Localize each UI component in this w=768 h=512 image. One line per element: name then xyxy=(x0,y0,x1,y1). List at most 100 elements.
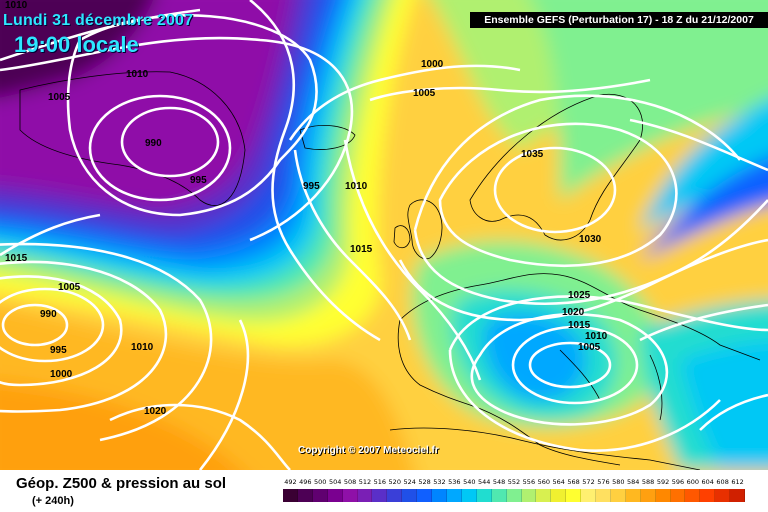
isobar-label: 1000 xyxy=(421,59,444,70)
isobar-1005-atl xyxy=(343,78,651,381)
legend-label: 600 xyxy=(686,478,700,486)
legend-swatch xyxy=(521,489,537,502)
isobar-label: 1020 xyxy=(144,406,167,417)
forecast-map: 1010 1005 990 995 1010 1000 1005 995 101… xyxy=(0,0,768,470)
isobar-1020-eu xyxy=(398,118,768,322)
forecast-date: Lundi 31 décembre 2007 xyxy=(3,12,194,29)
iceland-coast xyxy=(299,125,356,150)
isobar-995-greenland xyxy=(88,94,232,202)
legend-swatch xyxy=(297,489,313,502)
isobar-label: 1010 xyxy=(126,69,149,80)
legend-swatch xyxy=(491,489,507,502)
legend-label: 524 xyxy=(403,478,416,486)
legend-swatch xyxy=(581,489,597,502)
legend-swatch xyxy=(655,489,671,502)
isobar-label: 1020 xyxy=(562,307,585,318)
isobar-990-atlantic xyxy=(1,303,69,347)
isobar-label: 990 xyxy=(145,138,162,149)
legend-swatch xyxy=(506,489,522,502)
legend-label: 576 xyxy=(597,478,610,486)
legend-label: 552 xyxy=(507,478,521,486)
isobar-label: 1035 xyxy=(521,149,544,160)
legend-label: 536 xyxy=(448,478,461,486)
isobar-1010 xyxy=(0,0,381,342)
legend-label: 588 xyxy=(641,478,655,486)
legend-label: 572 xyxy=(582,478,595,486)
isobars xyxy=(0,0,768,470)
isobar-1000 xyxy=(66,14,318,217)
greenland-coast xyxy=(19,71,246,206)
legend-swatch xyxy=(715,489,731,502)
legend-swatch xyxy=(357,489,373,502)
isobar-label: 1005 xyxy=(578,342,601,353)
isobar-1000-atl xyxy=(288,64,521,341)
legend-label: 544 xyxy=(477,478,491,486)
legend-label: 528 xyxy=(418,478,431,486)
legend-swatch xyxy=(596,489,611,502)
legend-label: 560 xyxy=(537,478,550,486)
isobar-1005 xyxy=(0,36,354,242)
legend-label: 592 xyxy=(656,478,670,486)
isobar-1000-atlantic xyxy=(0,275,123,387)
legend-label: 608 xyxy=(716,478,729,486)
isobar-1020 xyxy=(109,403,291,470)
product-title: Géop. Z500 & pression au sol xyxy=(16,475,227,492)
isobar-labels: 1010 1005 990 995 1010 1000 1005 995 101… xyxy=(5,0,608,417)
isobar-1025 xyxy=(413,94,768,305)
legend-label: 500 xyxy=(314,478,327,486)
isobar-1010-med xyxy=(511,325,639,405)
legend-swatch xyxy=(446,489,462,502)
isobar-label: 1010 xyxy=(585,331,608,342)
legend-label: 604 xyxy=(701,478,714,486)
africa-coast xyxy=(389,427,701,470)
legend-label: 548 xyxy=(492,478,506,486)
legend-label: 540 xyxy=(463,478,476,486)
legend-swatch xyxy=(312,489,328,502)
isobar-label: 1010 xyxy=(5,0,28,11)
scandinavia-coast xyxy=(469,93,643,241)
isobar-label: 1010 xyxy=(131,342,154,353)
model-run-label: Ensemble GEFS (Perturbation 17) - 18 Z d… xyxy=(470,12,768,28)
legend-swatch xyxy=(700,489,716,502)
isobar-990-greenland xyxy=(120,106,220,178)
isobar-label: 990 xyxy=(40,309,57,320)
isobar-1015-east xyxy=(639,303,768,431)
isobar-1030 xyxy=(438,122,678,267)
legend-label: 556 xyxy=(522,478,536,486)
british-isles-coast xyxy=(407,199,443,260)
legend-swatch xyxy=(476,489,492,502)
isobar-label: 1015 xyxy=(5,253,28,264)
isobar-label: 995 xyxy=(50,345,67,356)
isobar-1035 xyxy=(493,146,617,234)
color-scale-legend: 492 496 500 504 508 512 516 520 524 528 532 536 540 5… xyxy=(283,478,746,504)
legend-swatch xyxy=(536,489,552,502)
legend-swatch xyxy=(372,489,388,502)
isobar-1015-med xyxy=(470,312,668,426)
legend-label: 516 xyxy=(373,478,387,486)
isobar-1010-atlantic xyxy=(0,242,213,442)
isobar-label: 1025 xyxy=(568,290,591,301)
forecast-local-time: 19:00 locale xyxy=(14,32,139,57)
isobar-label: 995 xyxy=(190,175,207,186)
legend-swatch xyxy=(640,489,656,502)
legend-label: 496 xyxy=(299,478,312,486)
legend-swatch xyxy=(566,489,582,502)
isobar-label: 1005 xyxy=(58,282,81,293)
legend-label: 568 xyxy=(567,478,580,486)
legend-label: 580 xyxy=(612,478,625,486)
isobar-label: 1000 xyxy=(50,369,73,380)
legend-swatch xyxy=(625,489,641,502)
legend-swatch xyxy=(670,489,686,502)
legend-swatches xyxy=(283,489,746,502)
legend-swatch xyxy=(685,489,701,502)
legend-swatch xyxy=(327,489,343,502)
isobar-1005-atlantic xyxy=(0,260,168,413)
isobar-1005-med xyxy=(528,341,612,389)
legend-swatch xyxy=(417,489,433,502)
isobar-995-atlantic xyxy=(0,287,105,363)
isobar-1020-med xyxy=(448,295,768,452)
legend-label: 596 xyxy=(671,478,685,486)
geopotential-field xyxy=(0,0,768,470)
forecast-range: (+ 240h) xyxy=(32,495,74,507)
copyright-notice: Copyright © 2007 Meteociel.fr xyxy=(298,445,439,456)
